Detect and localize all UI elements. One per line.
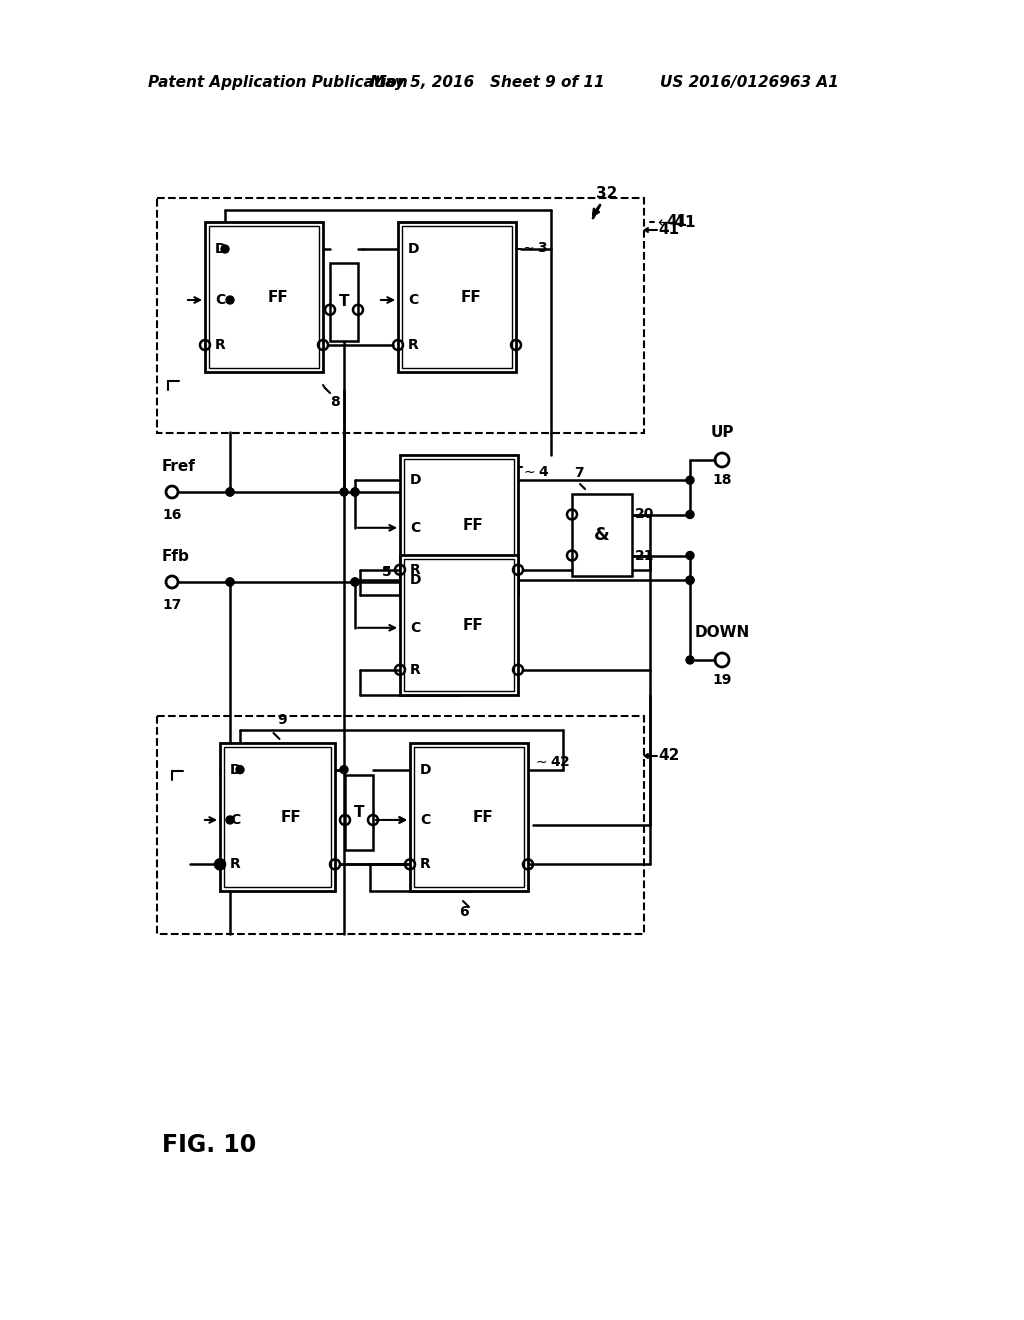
Bar bbox=[157, 198, 644, 433]
Text: D: D bbox=[215, 242, 226, 256]
Text: R: R bbox=[230, 858, 241, 871]
Text: FF: FF bbox=[268, 289, 289, 305]
Circle shape bbox=[340, 766, 348, 774]
Circle shape bbox=[226, 578, 234, 586]
Text: $\sim$4: $\sim$4 bbox=[521, 465, 549, 479]
Circle shape bbox=[226, 488, 234, 496]
Text: 7: 7 bbox=[574, 466, 584, 480]
Circle shape bbox=[340, 488, 348, 496]
Text: R: R bbox=[420, 858, 431, 871]
Bar bbox=[404, 459, 514, 591]
Text: 32: 32 bbox=[596, 186, 617, 201]
Text: 21: 21 bbox=[635, 549, 654, 562]
Text: &: & bbox=[594, 525, 610, 544]
Text: 18: 18 bbox=[713, 473, 732, 487]
Text: 8: 8 bbox=[330, 395, 340, 409]
Text: FF: FF bbox=[463, 618, 483, 632]
Text: C: C bbox=[410, 620, 420, 635]
Circle shape bbox=[226, 488, 234, 496]
Text: R: R bbox=[215, 338, 225, 352]
Circle shape bbox=[226, 578, 234, 586]
Circle shape bbox=[226, 816, 234, 824]
Text: R: R bbox=[408, 338, 419, 352]
Text: D: D bbox=[420, 763, 431, 776]
Text: $\sim$42: $\sim$42 bbox=[534, 755, 570, 770]
Text: FF: FF bbox=[281, 809, 302, 825]
Text: D: D bbox=[408, 242, 420, 256]
Circle shape bbox=[351, 488, 359, 496]
Text: May 5, 2016   Sheet 9 of 11: May 5, 2016 Sheet 9 of 11 bbox=[370, 74, 604, 90]
Circle shape bbox=[226, 296, 234, 304]
Bar bbox=[414, 747, 524, 887]
Circle shape bbox=[686, 511, 694, 519]
Circle shape bbox=[216, 861, 224, 869]
Text: 20: 20 bbox=[635, 507, 654, 521]
Text: $\sim$3: $\sim$3 bbox=[520, 242, 548, 255]
Text: 6: 6 bbox=[459, 906, 469, 919]
Text: 17: 17 bbox=[163, 598, 181, 612]
Circle shape bbox=[686, 577, 694, 585]
Circle shape bbox=[351, 578, 359, 586]
Bar bbox=[224, 747, 331, 887]
Text: C: C bbox=[420, 813, 430, 826]
Text: C: C bbox=[410, 521, 420, 535]
Text: FIG. 10: FIG. 10 bbox=[162, 1133, 256, 1158]
Text: D: D bbox=[410, 473, 422, 487]
Bar bbox=[410, 743, 528, 891]
Text: 9: 9 bbox=[278, 713, 287, 727]
Bar bbox=[400, 455, 518, 595]
Bar bbox=[345, 775, 373, 850]
Circle shape bbox=[351, 488, 359, 496]
Bar bbox=[330, 263, 358, 341]
Bar bbox=[220, 743, 335, 891]
Text: T: T bbox=[353, 805, 365, 820]
Text: R: R bbox=[410, 562, 421, 577]
Circle shape bbox=[686, 656, 694, 664]
Text: 41: 41 bbox=[658, 223, 679, 238]
Text: 19: 19 bbox=[713, 673, 732, 686]
Text: FF: FF bbox=[461, 289, 481, 305]
Text: T: T bbox=[339, 294, 349, 309]
Text: FF: FF bbox=[473, 809, 494, 825]
Circle shape bbox=[236, 766, 244, 774]
Text: UP: UP bbox=[711, 425, 734, 440]
Circle shape bbox=[686, 552, 694, 560]
Bar bbox=[209, 226, 319, 368]
Circle shape bbox=[351, 578, 359, 586]
Circle shape bbox=[221, 246, 229, 253]
Text: FF: FF bbox=[463, 517, 483, 532]
Text: Fref: Fref bbox=[162, 459, 196, 474]
Text: Ffb: Ffb bbox=[162, 549, 189, 564]
Text: C: C bbox=[215, 293, 225, 308]
Text: 41: 41 bbox=[666, 214, 687, 230]
Text: 5: 5 bbox=[382, 565, 392, 579]
Text: C: C bbox=[408, 293, 418, 308]
Bar bbox=[205, 222, 323, 372]
Text: $\leftarrow$41: $\leftarrow$41 bbox=[655, 214, 696, 230]
Circle shape bbox=[686, 477, 694, 484]
Text: D: D bbox=[410, 573, 422, 587]
Bar bbox=[400, 554, 518, 696]
Bar bbox=[398, 222, 516, 372]
Text: R: R bbox=[410, 663, 421, 677]
Text: Patent Application Publication: Patent Application Publication bbox=[148, 74, 408, 90]
Text: D: D bbox=[230, 763, 242, 776]
Text: US 2016/0126963 A1: US 2016/0126963 A1 bbox=[660, 74, 839, 90]
Text: 42: 42 bbox=[658, 748, 679, 763]
Circle shape bbox=[686, 577, 694, 585]
Bar bbox=[157, 715, 644, 935]
Bar bbox=[404, 558, 514, 690]
Text: DOWN: DOWN bbox=[694, 624, 750, 640]
Text: 16: 16 bbox=[163, 508, 181, 521]
Bar bbox=[572, 494, 632, 576]
Bar bbox=[402, 226, 512, 368]
Text: C: C bbox=[230, 813, 241, 826]
